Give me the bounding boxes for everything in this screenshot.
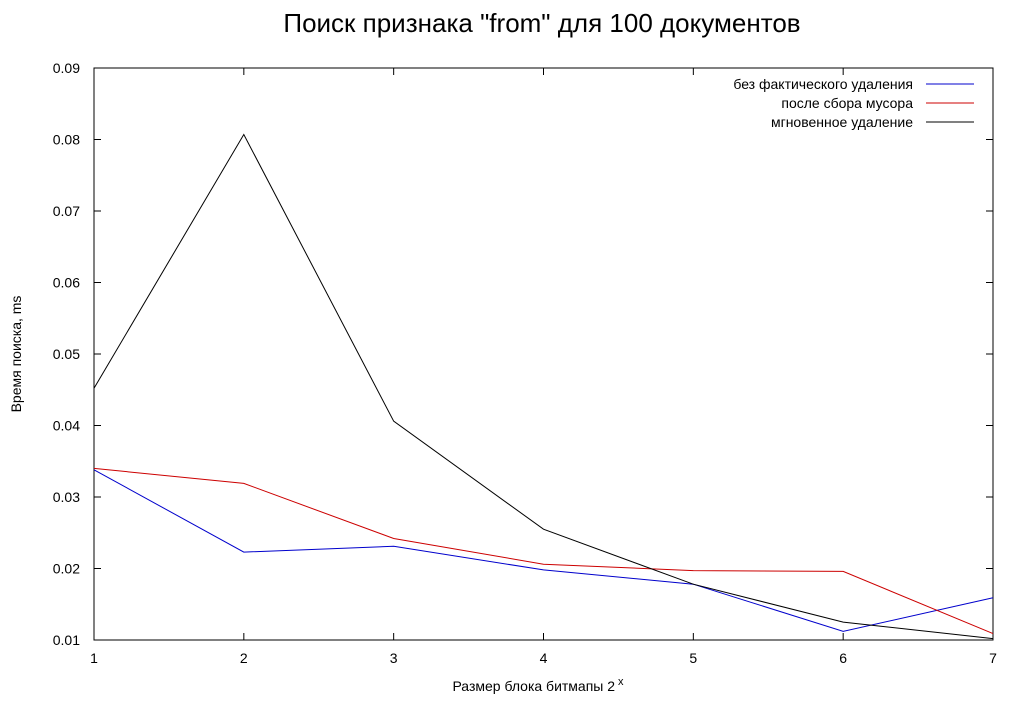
series-lines	[93, 133, 994, 640]
y-tick-label: 0.02	[53, 561, 80, 577]
x-tick-label: 3	[390, 650, 398, 666]
y-tick-label: 0.01	[53, 632, 80, 648]
legend-label-3: мгновенное удаление	[771, 114, 913, 130]
y-tick-label: 0.06	[53, 275, 80, 291]
x-tick-label: 1	[90, 650, 98, 666]
x-tick-label: 2	[240, 650, 248, 666]
legend: без фактического удаления после сбора мус…	[733, 76, 974, 130]
x-axis-label-superscript: x	[618, 676, 624, 688]
series-line-1	[93, 469, 994, 632]
y-axis: 0.01 0.02 0.03 0.04 0.05 0.06 0.07 0.08 0.09	[53, 60, 993, 648]
legend-label-1: без фактического удаления	[733, 76, 913, 92]
x-tick-label: 7	[989, 650, 997, 666]
x-tick-label: 4	[540, 650, 548, 666]
series-line-3	[93, 133, 994, 640]
y-tick-label: 0.05	[53, 346, 80, 362]
x-axis: 1 2 3 4 5 6 7	[90, 68, 997, 666]
x-tick-label: 6	[839, 650, 847, 666]
y-tick-label: 0.04	[53, 418, 80, 434]
y-tick-label: 0.07	[53, 203, 80, 219]
y-tick-label: 0.08	[53, 132, 80, 148]
chart-title: Поиск признака "from" для 100 документов	[283, 8, 800, 38]
y-tick-label: 0.03	[53, 489, 80, 505]
y-axis-label: Время поиска, ms	[8, 296, 24, 413]
y-tick-label: 0.09	[53, 60, 80, 76]
legend-label-2: после сбора мусора	[781, 95, 913, 111]
x-tick-label: 5	[689, 650, 697, 666]
series-line-2	[93, 467, 994, 635]
plot-frame	[93, 67, 994, 641]
x-axis-label-text: Размер блока битмапы 2	[452, 678, 615, 694]
